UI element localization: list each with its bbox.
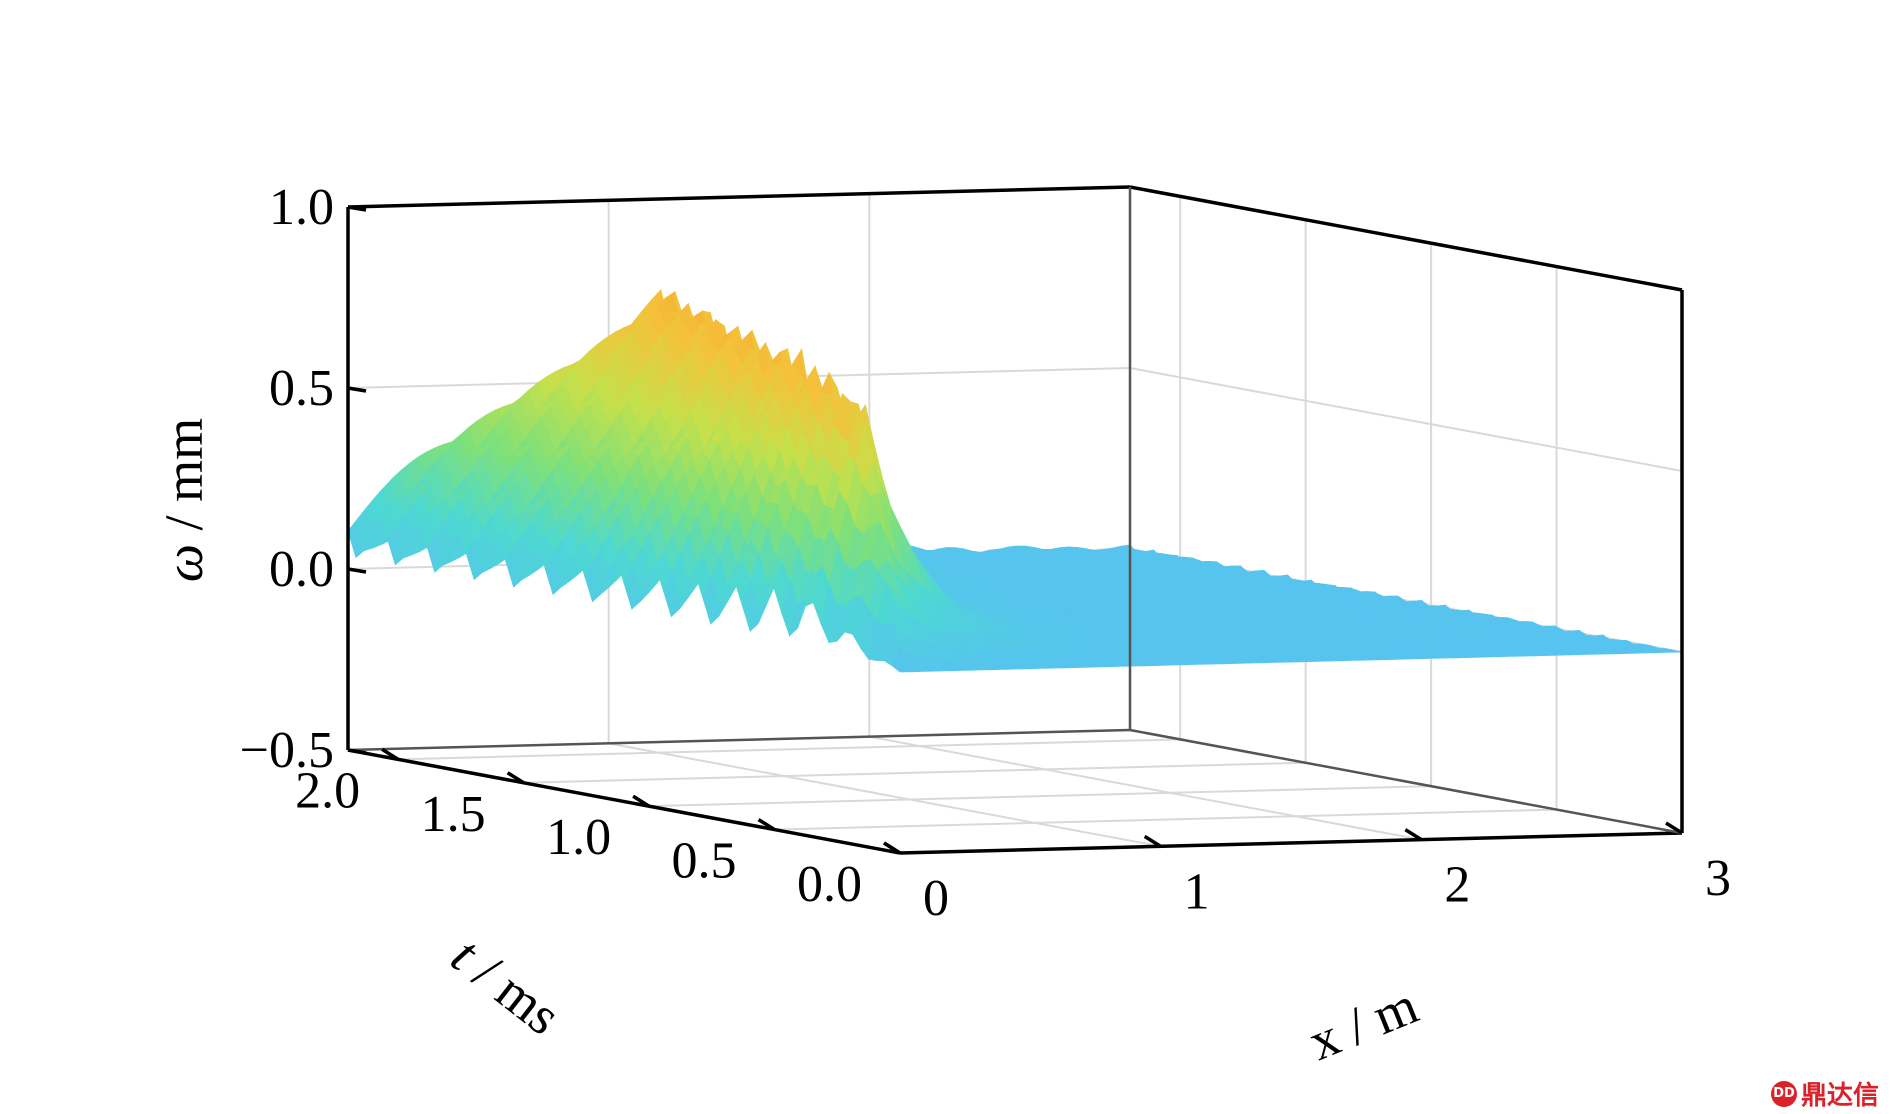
grid-line xyxy=(774,808,1557,831)
grid-line xyxy=(1129,367,1683,472)
surface-plot xyxy=(347,288,1683,673)
grid-line xyxy=(523,761,1306,784)
grid-line xyxy=(608,742,1161,848)
grid-line xyxy=(398,738,1181,761)
grid-line xyxy=(869,735,1422,841)
grid-line xyxy=(649,785,1432,808)
